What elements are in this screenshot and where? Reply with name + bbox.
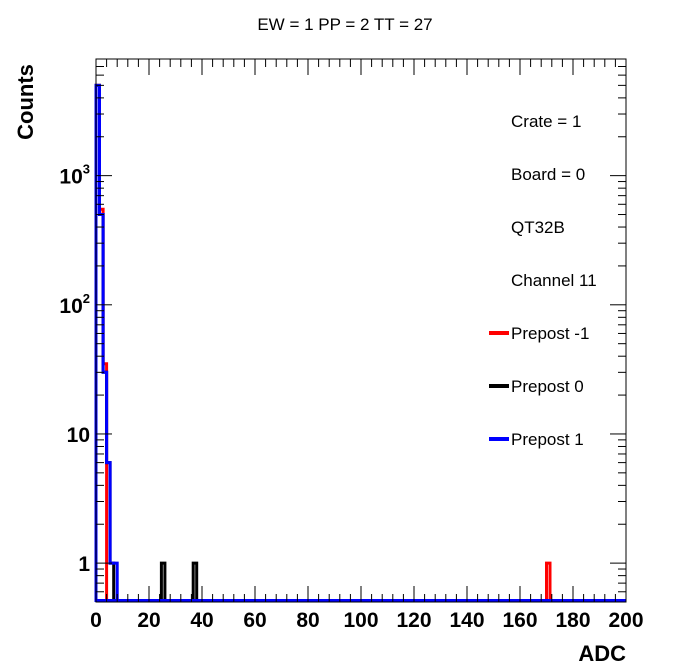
- legend: Prepost -1 Prepost 0 Prepost 1: [489, 324, 589, 449]
- x-tick-label: 180: [555, 609, 590, 632]
- y-axis-title: Counts: [13, 64, 38, 140]
- y-tick-base: 10: [67, 424, 90, 447]
- info-channel: Channel 11: [511, 271, 597, 290]
- x-tick-label: 140: [449, 609, 484, 632]
- y-tick-base: 1: [78, 553, 90, 576]
- x-tick-label: 120: [396, 609, 431, 632]
- legend-label-prepost-0: Prepost 0: [511, 377, 584, 396]
- x-tick-label: 0: [90, 609, 102, 632]
- x-tick-label: 160: [502, 609, 537, 632]
- plot-frame: [95, 58, 627, 603]
- x-tick-label: 40: [190, 609, 213, 632]
- y-tick-label: 102: [59, 291, 90, 318]
- x-axis-title: ADC: [578, 641, 626, 666]
- y-tick-label: 103: [59, 162, 90, 189]
- x-tick-label: 100: [343, 609, 378, 632]
- info-module: QT32B: [511, 218, 565, 237]
- y-tick-exponent: 2: [83, 291, 90, 306]
- x-tick-label: 60: [243, 609, 266, 632]
- y-tick-base: 10: [59, 166, 82, 189]
- legend-label-prepost-minus1: Prepost -1: [511, 324, 589, 343]
- info-text-block: Crate = 1 Board = 0 QT32B Channel 11: [511, 112, 597, 290]
- x-tick-label: 200: [608, 609, 643, 632]
- x-tick-labels: 0 20 40 60 80 100 120 140 160 180 200: [90, 609, 643, 632]
- y-tick-label: 10: [67, 424, 90, 447]
- chart-title: EW = 1 PP = 2 TT = 27: [257, 15, 432, 34]
- y-tick-label: 1: [78, 553, 90, 576]
- info-crate: Crate = 1: [511, 112, 581, 131]
- y-tick-base: 10: [59, 295, 82, 318]
- x-tick-label: 80: [296, 609, 319, 632]
- x-tick-label: 20: [137, 609, 160, 632]
- info-board: Board = 0: [511, 165, 585, 184]
- y-tick-exponent: 3: [83, 162, 90, 177]
- legend-label-prepost-1: Prepost 1: [511, 430, 584, 449]
